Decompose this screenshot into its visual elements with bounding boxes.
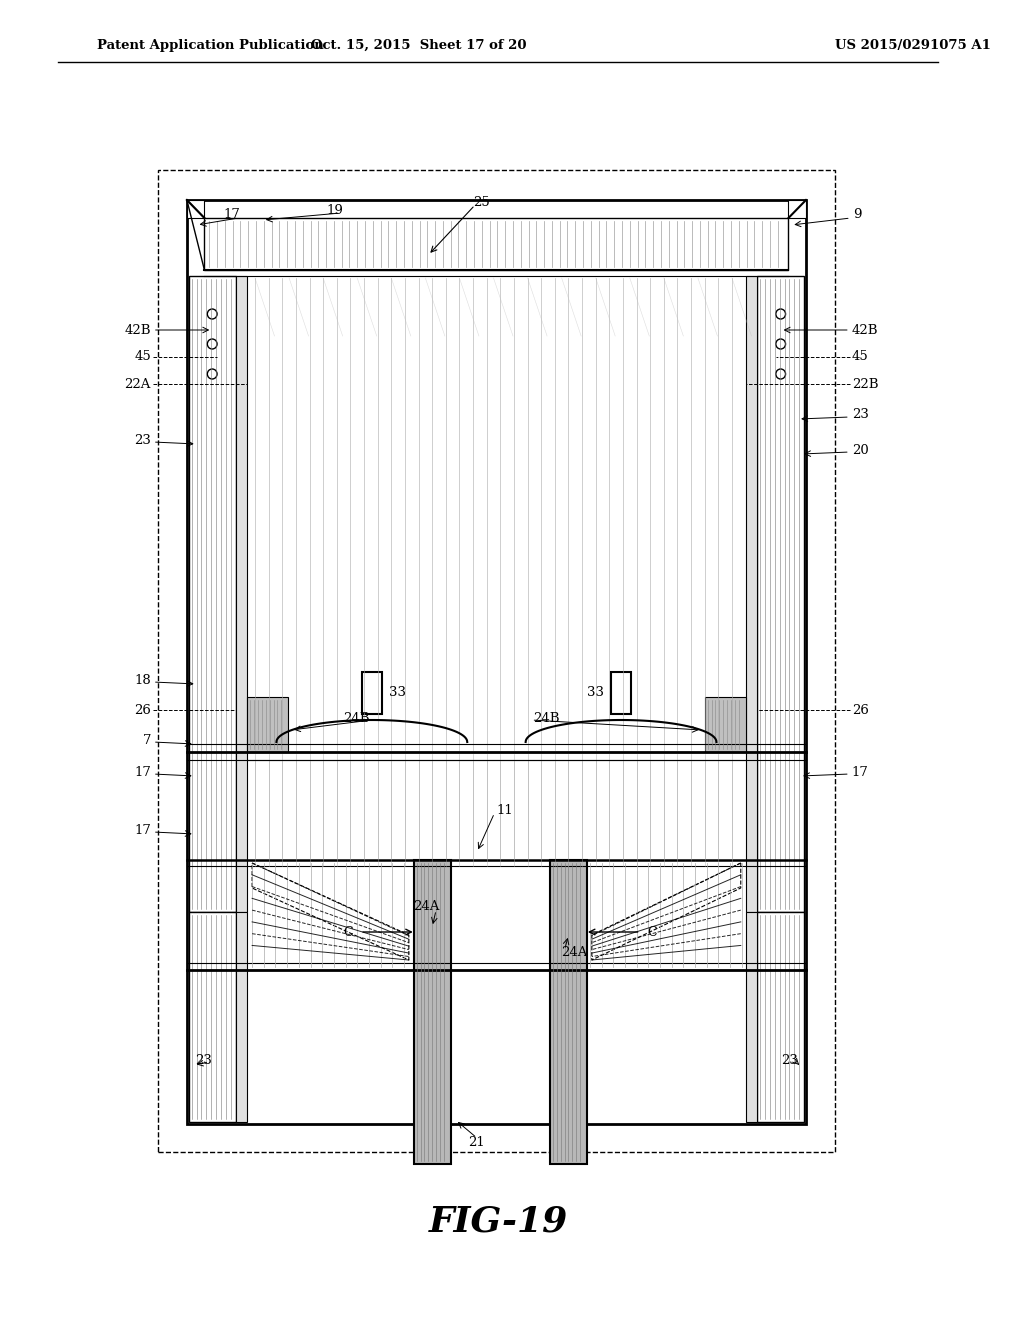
Text: 33: 33 [389, 686, 407, 700]
Text: 17: 17 [224, 209, 241, 222]
Text: 42B: 42B [124, 323, 151, 337]
Bar [414, 861, 451, 1164]
Text: 17: 17 [134, 824, 151, 837]
Bar [158, 170, 836, 1152]
Text: 42B: 42B [852, 323, 879, 337]
Text: 22B: 22B [852, 378, 879, 391]
Polygon shape [187, 201, 205, 218]
Text: 17: 17 [134, 766, 151, 779]
Text: 33: 33 [587, 686, 604, 700]
Bar [745, 912, 758, 1122]
Text: 24B: 24B [343, 711, 370, 725]
Text: C: C [647, 925, 657, 939]
Bar [705, 697, 745, 752]
Text: 9: 9 [853, 209, 861, 222]
Text: 21: 21 [469, 1135, 485, 1148]
Text: 24A: 24A [561, 945, 587, 958]
Text: 26: 26 [852, 704, 868, 717]
Text: 25: 25 [473, 195, 490, 209]
Text: 23: 23 [134, 433, 151, 446]
Bar [205, 218, 788, 271]
Text: 26: 26 [134, 704, 151, 717]
Bar [187, 201, 806, 1125]
Bar [188, 912, 236, 1122]
Text: 23: 23 [195, 1053, 212, 1067]
Bar [188, 276, 236, 912]
Bar [236, 276, 247, 912]
Text: 17: 17 [852, 766, 868, 779]
Text: 23: 23 [852, 408, 868, 421]
Text: 19: 19 [326, 203, 343, 216]
Text: 24B: 24B [534, 711, 560, 725]
Text: 45: 45 [134, 351, 151, 363]
Bar [758, 912, 804, 1122]
Bar [362, 672, 382, 714]
Bar [550, 861, 587, 1164]
Bar [745, 276, 758, 912]
Text: Patent Application Publication: Patent Application Publication [97, 38, 324, 51]
Bar [758, 276, 804, 912]
Text: 24A: 24A [414, 900, 440, 913]
Text: 7: 7 [142, 734, 151, 747]
Text: 23: 23 [781, 1053, 798, 1067]
Text: 45: 45 [852, 351, 868, 363]
Bar [611, 672, 631, 714]
Text: 11: 11 [497, 804, 513, 817]
Text: 20: 20 [852, 444, 868, 457]
Bar [236, 912, 247, 1122]
Text: C: C [344, 925, 353, 939]
Bar [247, 697, 288, 752]
Polygon shape [788, 201, 806, 218]
Text: US 2015/0291075 A1: US 2015/0291075 A1 [836, 38, 991, 51]
Text: FIG-19: FIG-19 [429, 1205, 568, 1239]
Text: 22A: 22A [125, 378, 151, 391]
Text: 18: 18 [134, 673, 151, 686]
Text: Oct. 15, 2015  Sheet 17 of 20: Oct. 15, 2015 Sheet 17 of 20 [311, 38, 526, 51]
